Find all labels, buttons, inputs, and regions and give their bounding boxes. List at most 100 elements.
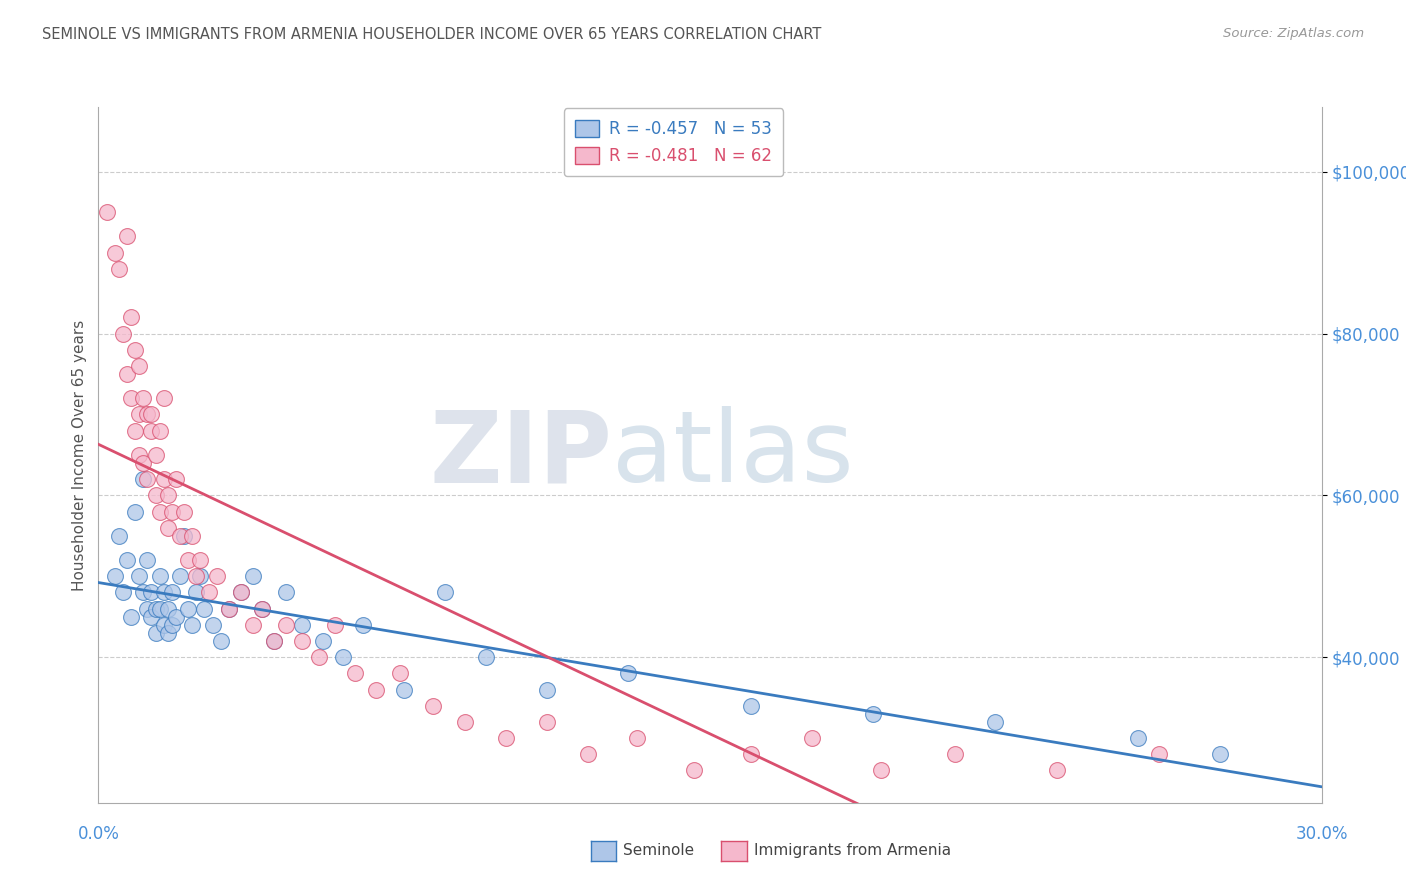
- Point: [188, 553, 212, 567]
- Point: [218, 601, 240, 615]
- Point: [115, 367, 138, 381]
- Text: SEMINOLE VS IMMIGRANTS FROM ARMENIA HOUSEHOLDER INCOME OVER 65 YEARS CORRELATION: SEMINOLE VS IMMIGRANTS FROM ARMENIA HOUS…: [42, 27, 821, 42]
- Point: [104, 569, 127, 583]
- Point: [434, 585, 457, 599]
- Text: atlas: atlas: [612, 407, 853, 503]
- Point: [984, 714, 1007, 729]
- Text: Source: ZipAtlas.com: Source: ZipAtlas.com: [1223, 27, 1364, 40]
- Point: [145, 448, 167, 462]
- Point: [626, 731, 648, 745]
- Point: [141, 408, 163, 422]
- Point: [364, 682, 387, 697]
- Point: [115, 553, 138, 567]
- Point: [209, 634, 232, 648]
- Point: [165, 609, 187, 624]
- Point: [173, 504, 195, 518]
- Point: [111, 326, 134, 341]
- Point: [136, 601, 159, 615]
- Point: [152, 617, 174, 632]
- Point: [177, 601, 200, 615]
- Point: [1209, 747, 1232, 762]
- Point: [536, 714, 558, 729]
- Point: [422, 698, 444, 713]
- Point: [740, 747, 762, 762]
- Point: [136, 472, 159, 486]
- Point: [128, 448, 150, 462]
- Point: [682, 764, 704, 778]
- Point: [188, 569, 212, 583]
- Point: [352, 617, 374, 632]
- Point: [332, 650, 354, 665]
- Text: Seminole: Seminole: [623, 844, 695, 858]
- Point: [263, 634, 285, 648]
- Point: [181, 617, 204, 632]
- Text: Immigrants from Armenia: Immigrants from Armenia: [754, 844, 950, 858]
- Point: [156, 601, 179, 615]
- Point: [169, 529, 191, 543]
- Point: [149, 601, 172, 615]
- Point: [181, 529, 204, 543]
- Point: [136, 408, 159, 422]
- Point: [274, 617, 297, 632]
- Point: [96, 205, 118, 219]
- Point: [205, 569, 228, 583]
- Point: [186, 569, 208, 583]
- Point: [169, 569, 191, 583]
- Point: [308, 650, 330, 665]
- Point: [1147, 747, 1170, 762]
- Point: [242, 569, 264, 583]
- Point: [454, 714, 477, 729]
- Point: [132, 585, 155, 599]
- Point: [862, 706, 884, 721]
- Point: [193, 601, 215, 615]
- Point: [165, 472, 187, 486]
- Point: [152, 472, 174, 486]
- Point: [115, 229, 138, 244]
- Point: [156, 521, 179, 535]
- Point: [392, 682, 416, 697]
- Point: [108, 261, 131, 276]
- Point: [344, 666, 367, 681]
- Point: [197, 585, 219, 599]
- Point: [173, 529, 195, 543]
- Point: [128, 359, 150, 373]
- Point: [160, 617, 183, 632]
- Point: [576, 747, 599, 762]
- Point: [312, 634, 335, 648]
- Point: [124, 424, 146, 438]
- Point: [128, 408, 150, 422]
- Point: [108, 529, 131, 543]
- Point: [870, 764, 893, 778]
- Point: [242, 617, 264, 632]
- Point: [128, 569, 150, 583]
- Point: [120, 392, 142, 406]
- Point: [152, 585, 174, 599]
- Point: [132, 456, 155, 470]
- Point: [201, 617, 224, 632]
- Point: [149, 504, 172, 518]
- Point: [120, 609, 142, 624]
- Point: [943, 747, 966, 762]
- Legend: R = -0.457   N = 53, R = -0.481   N = 62: R = -0.457 N = 53, R = -0.481 N = 62: [564, 109, 783, 177]
- Point: [124, 504, 146, 518]
- Point: [141, 585, 163, 599]
- Point: [145, 601, 167, 615]
- Point: [389, 666, 412, 681]
- Point: [474, 650, 498, 665]
- Point: [263, 634, 285, 648]
- Point: [177, 553, 200, 567]
- Point: [801, 731, 824, 745]
- Point: [291, 617, 314, 632]
- Point: [156, 626, 179, 640]
- Y-axis label: Householder Income Over 65 years: Householder Income Over 65 years: [72, 319, 87, 591]
- Text: 0.0%: 0.0%: [77, 825, 120, 843]
- Point: [250, 601, 273, 615]
- Point: [1128, 731, 1150, 745]
- Point: [291, 634, 314, 648]
- Point: [218, 601, 240, 615]
- Point: [149, 569, 172, 583]
- Point: [536, 682, 558, 697]
- Point: [149, 424, 172, 438]
- Point: [104, 245, 127, 260]
- Point: [145, 488, 167, 502]
